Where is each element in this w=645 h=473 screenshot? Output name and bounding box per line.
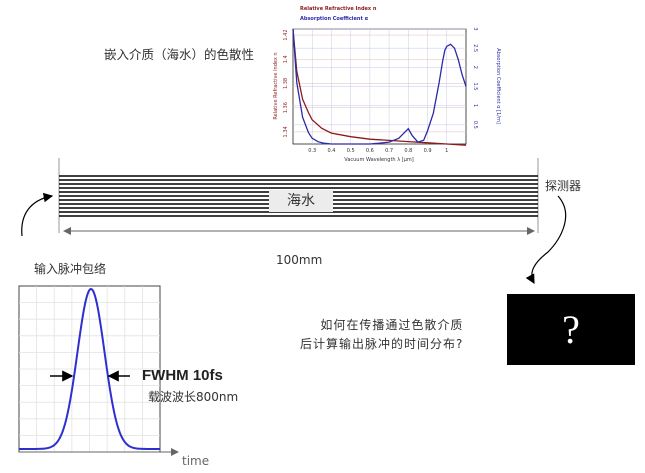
x-tick-label: 1	[445, 148, 448, 154]
x-tick-label: 0.8	[404, 148, 412, 154]
x-tick-label: 0.4	[327, 148, 335, 154]
dispersion-title: 嵌入介质（海水）的色散性	[104, 47, 255, 62]
y-left-tick-label: 1.36	[283, 102, 289, 113]
input-curved-arrow	[21, 192, 54, 237]
pulse-grid	[19, 286, 160, 452]
y-right-tick-label: 3	[472, 27, 478, 30]
time-axis-label: time	[182, 454, 209, 468]
pulse-plot: time	[18, 285, 209, 468]
x-tick-label: 0.3	[308, 148, 316, 154]
y-left-tick-label: 1.38	[283, 78, 289, 89]
refractive-index-line	[292, 28, 467, 146]
legend-entry-absorption: Absorption Coefficient α	[300, 16, 369, 22]
chart-gridlines	[293, 28, 466, 144]
y-left-tick-label: 1.34	[283, 126, 289, 137]
y-right-tick-label: 2.5	[472, 44, 478, 52]
output-curved-arrow	[525, 195, 567, 285]
fwhm-label: FWHM 10fs	[142, 367, 223, 384]
chart-ylabel-right: Absorption Coefficient α [1/m]	[495, 48, 501, 124]
pulse-label: 输入脉冲包络	[34, 262, 107, 276]
absorption-line	[292, 28, 467, 145]
carrier-label: 载波波长800nm	[148, 390, 239, 404]
legend-entry-refractive: Relative Refractive Index n	[300, 6, 377, 12]
y-left-tick-label: 1.42	[283, 29, 289, 40]
pulse-envelope	[19, 287, 160, 450]
x-tick-label: 0.5	[347, 148, 355, 154]
chart-xlabel: Vacuum Wavelength λ [μm]	[344, 157, 413, 163]
y-right-tick-label: 1.5	[472, 83, 478, 91]
y-right-tick-label: 2	[472, 66, 478, 69]
chart-ylabel-left: Relative Refractive Index n	[273, 52, 279, 119]
length-label: 100mm	[276, 253, 323, 267]
detector-label: 探测器	[545, 179, 582, 193]
question-line-2: 后计算输出脉冲的时间分布?	[300, 337, 464, 351]
chart-ticks: 0.3 0.4 0.5 0.6 0.7 0.8 0.9 1 1.34 1.36 1.38 1.4 1.4…	[283, 27, 478, 154]
medium-label: 海水	[269, 190, 333, 212]
x-tick-label: 0.6	[366, 148, 374, 154]
y-left-tick-label: 1.4	[283, 55, 289, 63]
question-box: ?	[507, 294, 635, 365]
x-tick-label: 0.7	[385, 148, 393, 154]
x-tick-label: 0.9	[424, 148, 432, 154]
question-mark: ?	[562, 307, 580, 352]
y-right-tick-label: 1	[472, 104, 478, 107]
question-text: 如何在传播通过色散介质 后计算输出脉冲的时间分布?	[300, 316, 463, 354]
dispersion-chart: 0.3 0.4 0.5 0.6 0.7 0.8 0.9 1 1.34 1.36 1.38 1.4 1.4…	[273, 6, 501, 163]
question-line-1: 如何在传播通过色散介质	[320, 318, 464, 332]
chart-series	[292, 28, 467, 146]
y-right-tick-label: 0.5	[472, 121, 478, 129]
